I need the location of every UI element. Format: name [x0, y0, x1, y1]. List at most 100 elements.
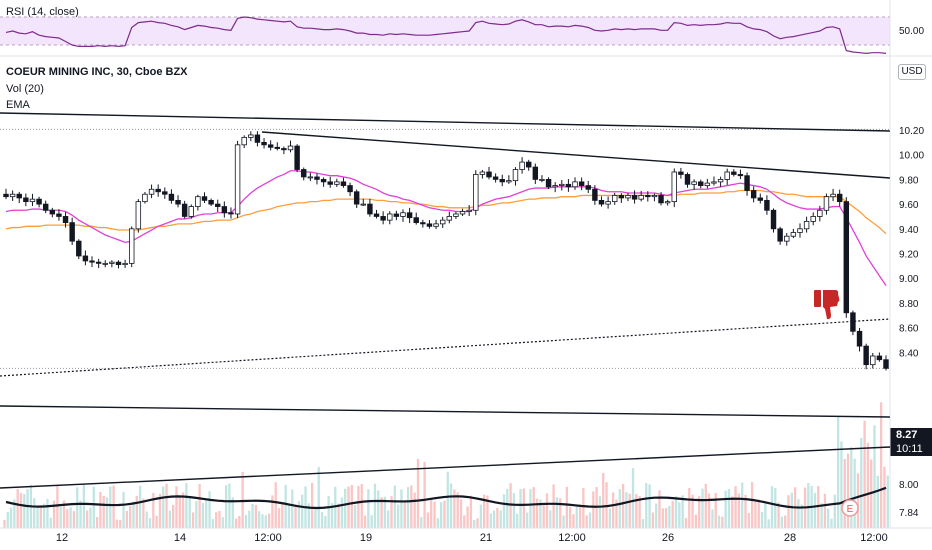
volume-bar — [486, 495, 489, 528]
candle-body — [49, 209, 56, 215]
ema-label: EMA — [6, 99, 30, 111]
volume-bar — [760, 511, 764, 528]
candle-body — [764, 199, 770, 211]
volume-bar — [750, 482, 754, 528]
volume-bar — [23, 494, 26, 528]
volume-bar — [248, 510, 251, 528]
volume-bar — [211, 519, 215, 528]
volume-bar — [688, 488, 691, 528]
volume-bar — [449, 483, 453, 528]
candle-body — [373, 213, 380, 217]
volume-bar — [443, 500, 446, 528]
ema-slow-line — [5, 189, 887, 235]
volume-bar — [572, 514, 575, 528]
volume-bar — [565, 486, 569, 528]
volume-bar — [344, 488, 347, 528]
candle-body — [499, 178, 505, 183]
volume-bar — [353, 504, 357, 528]
trendlines[interactable] — [0, 112, 891, 489]
candle-body — [605, 201, 611, 205]
volume-bar — [651, 512, 655, 528]
volume-ma-line — [5, 486, 887, 510]
volume-bar — [19, 493, 23, 528]
volume-bar — [92, 486, 95, 528]
time-tick-label: 14 — [174, 532, 186, 544]
candle-body — [168, 193, 175, 201]
candle-body — [757, 197, 764, 201]
volume-bar — [109, 486, 112, 528]
price-tick-label: 9.60 — [899, 200, 919, 211]
candle-body — [175, 199, 181, 205]
volume-bar — [840, 441, 843, 528]
volume-bar — [820, 503, 823, 528]
candle-body — [724, 171, 730, 180]
volume-bar — [621, 483, 625, 528]
volume-bar — [377, 490, 380, 528]
volume-bar — [66, 509, 69, 528]
volume-bar — [519, 488, 522, 528]
axes: 10.20 10.00 9.80 9.60 9.40 9.20 9.00 8.80 8.60 8.… — [56, 126, 925, 544]
trendline — [0, 405, 891, 418]
volume-bar — [711, 509, 714, 528]
volume-bar — [707, 493, 711, 528]
candle-body — [109, 261, 115, 264]
volume-bar — [383, 496, 387, 528]
volume-bar — [56, 485, 59, 528]
volume-bar — [400, 489, 403, 528]
candle-body — [506, 180, 512, 183]
candle-body — [836, 193, 843, 203]
volume-bar — [879, 402, 883, 528]
volume-bar — [588, 512, 592, 528]
candle-body — [9, 193, 16, 198]
volume-bar — [648, 484, 651, 528]
candle-body — [433, 223, 439, 227]
volume-bar — [797, 499, 800, 528]
volume-bar — [784, 515, 787, 528]
candle-body — [307, 176, 314, 179]
volume-bar — [271, 495, 274, 528]
volume-bar — [691, 494, 694, 528]
candle-body — [3, 193, 9, 198]
candle-body — [301, 169, 307, 178]
volume-bar — [420, 517, 423, 528]
candle-body — [406, 212, 413, 219]
candle-body — [691, 181, 697, 185]
volume-bar — [3, 519, 6, 528]
candle-body — [248, 134, 254, 138]
candle-body — [810, 216, 816, 222]
volume-bar — [661, 508, 664, 528]
volume-bar — [625, 492, 628, 528]
candle-body — [393, 213, 400, 217]
price-tick-label: 9.40 — [899, 225, 919, 236]
candle-body — [69, 222, 75, 242]
volume-bar — [274, 482, 277, 528]
volume-bar — [423, 461, 426, 528]
volume-bar — [188, 495, 191, 528]
currency-button[interactable]: USD — [898, 64, 926, 80]
price-tick-label: 10.00 — [899, 151, 924, 162]
price-tick-label: 8.60 — [899, 324, 919, 335]
volume-bar — [426, 512, 430, 528]
volume-bar — [575, 505, 578, 528]
candle-body — [850, 312, 856, 332]
volume-bar — [162, 486, 165, 528]
chart-title: COEUR MINING INC, 30, Cboe BZX — [6, 66, 188, 78]
candle-body — [314, 176, 320, 180]
candle-body — [870, 355, 876, 366]
volume-bar — [479, 504, 482, 528]
volume-bar — [545, 493, 549, 528]
volume-bar — [876, 475, 879, 528]
volume-bar — [714, 493, 717, 528]
rsi-label: RSI (14, close) — [6, 6, 79, 18]
volume-bar — [307, 503, 310, 528]
volume-bar — [327, 495, 330, 528]
volume-bar — [542, 505, 545, 528]
volume-bar — [641, 519, 645, 528]
volume-bar — [873, 425, 876, 528]
volume-bar — [764, 503, 767, 528]
candle-body — [340, 181, 347, 186]
candle-body — [241, 137, 247, 146]
volume-bar — [512, 492, 516, 528]
volume-bar — [99, 492, 102, 528]
